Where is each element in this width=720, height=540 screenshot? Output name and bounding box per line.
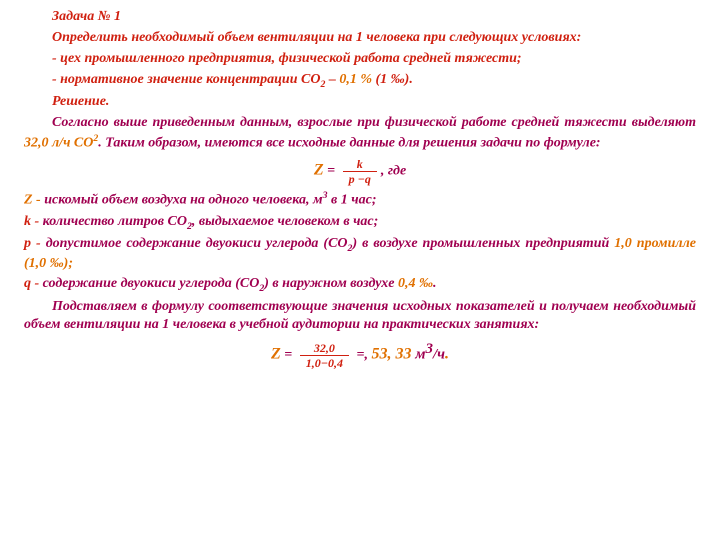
p1-text-a: Согласно выше приведенным данным, взросл… [52, 115, 696, 130]
frac-den: p −q [343, 172, 377, 185]
def-p-text: допустимое содержание двуокиси углерода … [46, 236, 348, 251]
paragraph-1: Согласно выше приведенным данным, взросл… [24, 114, 696, 154]
formula2-Z: Z [271, 346, 281, 363]
frac2-den: 1,0−0,4 [300, 356, 349, 369]
cond2-value: 0,1 % [339, 72, 372, 87]
def-k-sym: k - [24, 214, 43, 229]
formula2-unit-sup: 3 [426, 341, 434, 357]
formula-eq: = [324, 164, 339, 179]
def-p: p - допустимое содержание двуокиси углер… [24, 235, 696, 274]
problem-document: Задача № 1 Определить необходимый объем … [0, 0, 720, 381]
def-p-sym: p - [24, 236, 46, 251]
frac2-num: 32,0 [300, 342, 349, 356]
def-q-val: 0,4 ‰ [398, 276, 433, 291]
formula2-dot: . [445, 346, 449, 363]
def-Z-text: искомый объем воздуха на одного человека… [44, 193, 322, 208]
solution-label: Решение. [24, 93, 696, 112]
def-k: k - количество литров СО2, выдыхаемое че… [24, 213, 696, 233]
cond2-post: (1 ‰). [372, 72, 413, 87]
condition-1: - цех промышленного предприятия, физичес… [24, 50, 696, 69]
def-Z-tail: в 1 час; [328, 193, 377, 208]
def-p-mid: ) в воздухе промышленных предприятий [352, 236, 614, 251]
frac-num: k [343, 158, 377, 172]
def-q-end: . [433, 276, 437, 291]
problem-intro: Определить необходимый объем вентиляции … [24, 29, 696, 48]
formula2-fraction: 32,01,0−0,4 [300, 342, 349, 369]
def-k-text: количество литров СО [43, 214, 187, 229]
formula2-unit-b: /ч [433, 347, 445, 363]
def-q-mid: ) в наружном воздухе [264, 276, 398, 291]
p1-value: 32,0 л/ч СО [24, 136, 93, 151]
formula2-unit-a: м [411, 347, 425, 363]
paragraph-2: Подставляем в формулу соответствующие зн… [24, 298, 696, 336]
def-q-sym: q - [24, 276, 43, 291]
formula-where: , где [381, 164, 406, 179]
p1-text-b: . Таким образом, имеются все исходные да… [98, 136, 600, 151]
def-q-text: содержание двуокиси углерода (СО [43, 276, 260, 291]
formula2-eq2: =, [353, 348, 371, 363]
def-Z: Z - искомый объем воздуха на одного чело… [24, 189, 696, 211]
cond2-mid: – [325, 72, 339, 87]
formula2-result: 53, 33 [371, 346, 411, 363]
formula2-eq: = [281, 348, 296, 363]
formula-Z: Z [314, 162, 324, 179]
task-title: Задача № 1 [24, 8, 696, 27]
formula-1: Z = kp −q , где [24, 158, 696, 185]
def-Z-sym: Z - [24, 193, 44, 208]
def-q: q - содержание двуокиси углерода (СО2) в… [24, 275, 696, 295]
condition-2: - нормативное значение концентрации СО2 … [24, 71, 696, 91]
def-k-tail: , выдыхаемое человеком в час; [192, 214, 378, 229]
formula-2: Z = 32,01,0−0,4 =, 53, 33 м3/ч. [24, 339, 696, 369]
cond2-text: - нормативное значение концентрации СО [52, 72, 320, 87]
formula-fraction: kp −q [343, 158, 377, 185]
